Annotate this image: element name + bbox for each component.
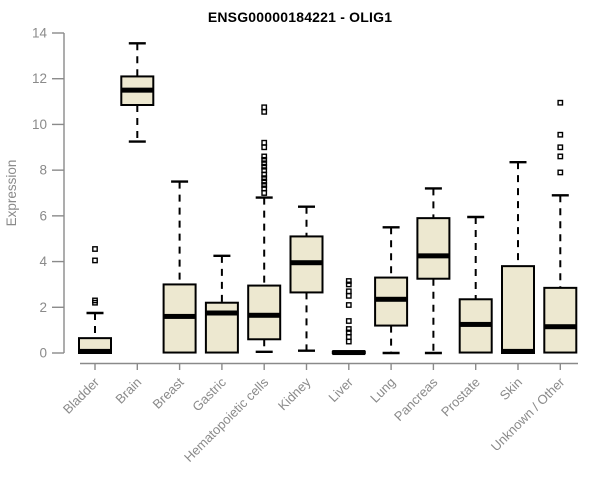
x-tick-label-pancreas: Pancreas — [391, 374, 441, 424]
outlier-point — [345, 278, 352, 284]
outlier-point — [345, 326, 352, 332]
iqr-box — [247, 284, 282, 341]
outlier-point — [557, 131, 564, 138]
median-line — [247, 312, 281, 318]
boxplot-gastric — [204, 254, 239, 354]
outlier-point — [261, 108, 268, 115]
outlier-point — [92, 246, 98, 252]
boxplot-lung — [374, 226, 409, 355]
iqr-box — [204, 301, 239, 354]
y-tick-label: 12 — [32, 71, 47, 86]
iqr-box — [543, 286, 578, 354]
median-line — [332, 350, 366, 356]
y-tick-label: 8 — [39, 163, 47, 178]
outlier-point — [261, 190, 268, 196]
boxplot-unknown-other — [543, 99, 578, 354]
boxplot-skin — [501, 160, 535, 354]
outlier-point — [92, 257, 98, 264]
y-tick-label: 10 — [32, 117, 47, 132]
outlier-point — [345, 338, 352, 345]
x-tick-label-breast: Breast — [150, 374, 187, 411]
median-line — [501, 348, 535, 354]
boxplot-liver — [331, 278, 366, 356]
outlier-point — [261, 156, 268, 163]
median-line — [163, 313, 197, 319]
boxplot-hematopoietic-cells — [247, 104, 282, 354]
outlier-point — [261, 167, 268, 174]
x-tick-label-liver: Liver — [325, 374, 356, 405]
boxplot-brain — [120, 42, 155, 143]
median-line — [205, 310, 239, 316]
outlier-point — [261, 182, 268, 188]
outlier-point — [345, 302, 352, 308]
outlier-point — [345, 334, 352, 340]
outlier-point — [557, 153, 564, 160]
outlier-point — [261, 175, 268, 182]
median-line — [78, 348, 112, 354]
x-tick-label-lung: Lung — [367, 375, 398, 406]
outlier-point — [261, 139, 268, 146]
boxplot-kidney — [289, 205, 324, 352]
x-tick-label-unknown-other: Unknown / Other — [488, 374, 568, 454]
x-tick-label-kidney: Kidney — [275, 374, 314, 413]
y-tick-label: 14 — [32, 26, 48, 41]
median-line — [374, 296, 408, 302]
outlier-point — [345, 318, 352, 324]
median-line — [290, 260, 323, 266]
median-line — [543, 324, 577, 330]
outlier-point — [261, 144, 268, 151]
outlier-point — [261, 104, 268, 111]
x-tick-label-bladder: Bladder — [60, 374, 103, 417]
y-tick-label: 2 — [39, 300, 47, 315]
outlier-point — [345, 288, 352, 295]
boxplot-prostate — [458, 215, 493, 354]
boxplot-pancreas — [416, 187, 451, 355]
boxplot-bladder — [78, 246, 112, 354]
y-axis-title: Expression — [4, 160, 19, 227]
outlier-point — [345, 329, 352, 336]
outlier-point — [557, 99, 564, 106]
outlier-point — [557, 144, 564, 151]
y-tick-label: 0 — [39, 346, 47, 361]
chart-title: ENSG00000184221 - OLIG1 — [207, 9, 393, 25]
outlier-point — [557, 169, 564, 176]
x-tick-label-brain: Brain — [112, 375, 144, 407]
outlier-point — [345, 292, 352, 299]
x-tick-label-prostate: Prostate — [438, 375, 483, 420]
x-tick-label-gastric: Gastric — [189, 374, 229, 414]
outlier-point — [261, 178, 268, 185]
median-line — [120, 87, 154, 93]
outlier-point — [261, 160, 268, 167]
outlier-point — [92, 297, 98, 304]
iqr-box — [501, 265, 535, 354]
outlier-point — [345, 281, 352, 288]
boxplot-breast — [162, 180, 197, 354]
outlier-point — [261, 163, 268, 170]
median-line — [416, 253, 450, 259]
iqr-box — [416, 217, 451, 280]
outlier-point — [261, 171, 268, 178]
outlier-point — [261, 153, 268, 160]
y-tick-label: 4 — [39, 254, 47, 269]
median-line — [459, 321, 493, 327]
x-tick-label-skin: Skin — [497, 375, 525, 403]
y-axis: 0 2 4 6 8 10 12 14 Expression — [4, 26, 65, 361]
outlier-point — [261, 185, 268, 192]
y-tick-label: 6 — [39, 208, 47, 223]
